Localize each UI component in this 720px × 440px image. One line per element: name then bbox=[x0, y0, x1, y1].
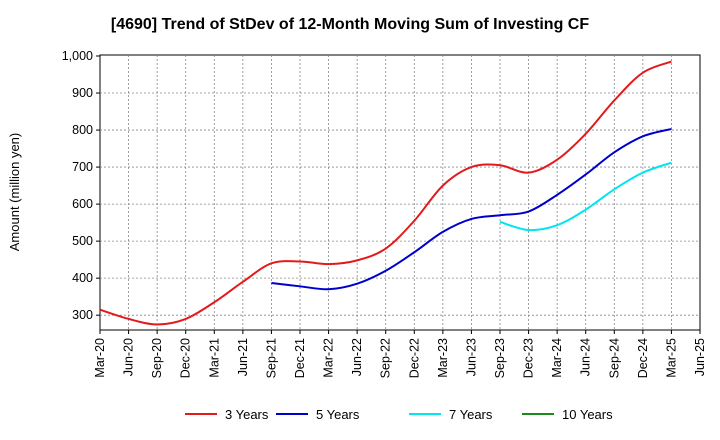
y-tick-label: 300 bbox=[72, 308, 93, 322]
y-axis: 300 400 500 600 700 800 900 1,000 bbox=[62, 49, 100, 322]
y-tick-label: 900 bbox=[72, 86, 93, 100]
legend-item-3-years: 3 Years bbox=[185, 407, 269, 422]
x-axis: Mar-20 Jun-20 Sep-20 Dec-20 Mar-21 Jun-21 Sep-… bbox=[93, 330, 707, 378]
x-tick-label: Dec-22 bbox=[407, 338, 421, 378]
series-line-5-years bbox=[271, 127, 672, 291]
x-tick-label: Sep-22 bbox=[379, 338, 393, 378]
x-tick-label: Sep-21 bbox=[264, 338, 278, 378]
x-tick-label: Dec-21 bbox=[293, 338, 307, 378]
legend-label: 3 Years bbox=[225, 407, 269, 422]
legend-item-5-years: 5 Years bbox=[276, 407, 360, 422]
grid bbox=[100, 55, 700, 330]
x-tick-label: Jun-22 bbox=[350, 338, 364, 376]
x-tick-label: Dec-23 bbox=[522, 338, 536, 378]
x-tick-label: Jun-20 bbox=[122, 338, 136, 376]
series-lines bbox=[99, 60, 672, 326]
y-tick-label: 1,000 bbox=[62, 49, 93, 63]
chart-title: [4690] Trend of StDev of 12-Month Moving… bbox=[111, 16, 589, 33]
x-tick-label: Mar-21 bbox=[207, 338, 221, 378]
x-tick-label: Mar-23 bbox=[436, 338, 450, 378]
x-tick-label: Sep-20 bbox=[150, 338, 164, 378]
y-tick-label: 600 bbox=[72, 197, 93, 211]
y-tick-label: 400 bbox=[72, 271, 93, 285]
legend-item-7-years: 7 Years bbox=[409, 407, 493, 422]
x-tick-label: Jun-24 bbox=[579, 338, 593, 376]
x-tick-label: Dec-24 bbox=[636, 338, 650, 378]
x-tick-label: Jun-25 bbox=[693, 338, 707, 376]
legend-label: 7 Years bbox=[449, 407, 493, 422]
x-tick-label: Dec-20 bbox=[179, 338, 193, 378]
x-tick-label: Sep-24 bbox=[607, 338, 621, 378]
x-tick-label: Mar-22 bbox=[322, 338, 336, 378]
plot-area bbox=[99, 54, 701, 331]
legend-label: 5 Years bbox=[316, 407, 360, 422]
legend-label: 10 Years bbox=[562, 407, 613, 422]
y-axis-label: Amount (million yen) bbox=[7, 133, 22, 252]
legend-item-10-years: 10 Years bbox=[522, 407, 613, 422]
series-line-3-years bbox=[99, 60, 672, 326]
x-tick-label: Sep-23 bbox=[493, 338, 507, 378]
series-line-7-years bbox=[499, 161, 672, 232]
x-tick-label: Mar-20 bbox=[93, 338, 107, 378]
x-tick-label: Jun-23 bbox=[464, 338, 478, 376]
x-tick-label: Jun-21 bbox=[236, 338, 250, 376]
y-tick-label: 500 bbox=[72, 234, 93, 248]
x-tick-label: Mar-24 bbox=[550, 338, 564, 378]
y-tick-label: 700 bbox=[72, 160, 93, 174]
x-tick-label: Mar-25 bbox=[664, 338, 678, 378]
legend: 3 Years 5 Years 7 Years 10 Years bbox=[185, 407, 613, 422]
y-tick-label: 800 bbox=[72, 123, 93, 137]
